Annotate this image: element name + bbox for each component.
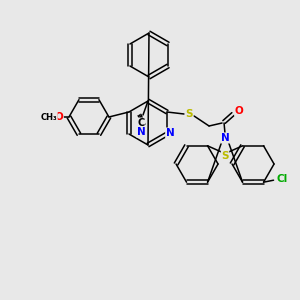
Text: S: S	[221, 151, 229, 161]
Text: C: C	[137, 118, 145, 128]
Text: N: N	[166, 128, 174, 138]
Text: N: N	[136, 127, 146, 137]
Text: N: N	[221, 133, 230, 143]
Text: CH₃: CH₃	[40, 112, 57, 122]
Text: Cl: Cl	[277, 174, 288, 184]
Text: O: O	[55, 112, 63, 122]
Text: O: O	[235, 106, 243, 116]
Text: S: S	[185, 109, 193, 119]
